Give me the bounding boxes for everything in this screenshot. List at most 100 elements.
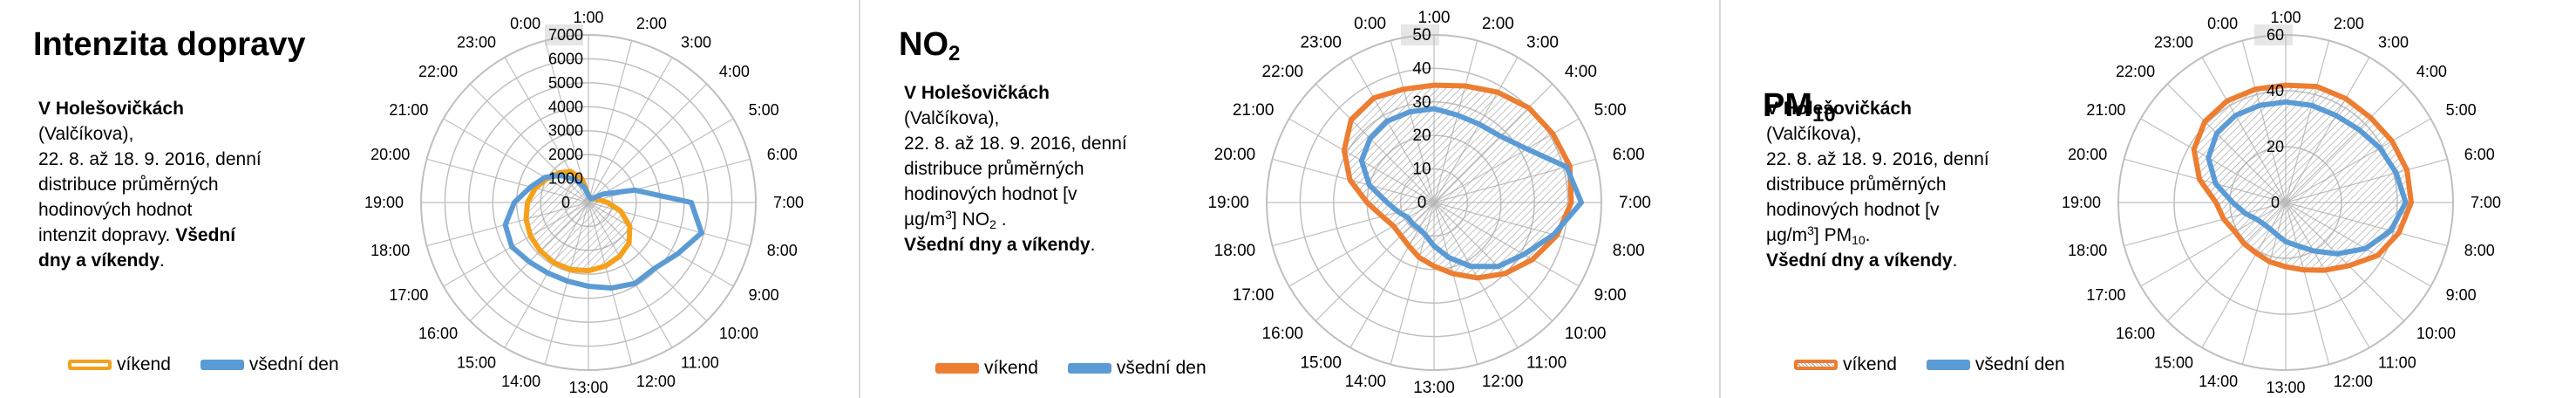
category-label: 0:00 xyxy=(1354,15,1386,33)
data-point xyxy=(560,174,563,177)
radar-chart-pm10: 0 20 40 601:00 2:00 3:00 4:00 5:00 6:00 7:00 8:00 9… xyxy=(2062,9,2501,396)
data-point xyxy=(690,201,693,204)
category-label: 12:00 xyxy=(1482,373,1524,391)
category-label: 14:00 xyxy=(1345,373,1387,391)
category-label: 1:00 xyxy=(1418,9,1451,27)
series-weekday xyxy=(1358,106,1584,270)
category-label: 22:00 xyxy=(2116,63,2155,80)
chart-description: V Holešovičkách (Valčíkova), 22. 8. až 1… xyxy=(904,83,1127,255)
data-point xyxy=(2233,230,2237,234)
chart-description: V Holešovičkách (Valčíkova), 22. 8. až 1… xyxy=(38,99,262,271)
category-label: 22:00 xyxy=(1262,63,1304,81)
category-label: 15:00 xyxy=(2154,354,2193,372)
series-weekday xyxy=(2206,99,2409,257)
data-point xyxy=(587,194,590,197)
data-point xyxy=(1531,257,1534,261)
data-point xyxy=(1432,84,1436,87)
category-label: 7:00 xyxy=(2471,194,2501,211)
data-point xyxy=(2315,85,2319,88)
data-point xyxy=(1580,201,1583,204)
data-point xyxy=(582,186,586,189)
data-point xyxy=(1368,183,1371,187)
data-point xyxy=(2284,265,2287,269)
category-label: 4:00 xyxy=(1565,63,1597,81)
tick-label: 40 xyxy=(1412,59,1431,78)
category-label: 15:00 xyxy=(457,354,496,372)
data-point xyxy=(2284,240,2287,244)
category-label: 16:00 xyxy=(1262,325,1304,343)
category-label: 0:00 xyxy=(2207,15,2238,32)
legend-swatch-weekend xyxy=(1794,360,1838,370)
category-label: 11:00 xyxy=(2378,354,2416,372)
tick-label: 30 xyxy=(1412,93,1431,112)
legend-swatch-weekday xyxy=(1067,363,1111,374)
data-point xyxy=(1456,113,1459,117)
data-point xyxy=(2295,244,2299,247)
category-label: 8:00 xyxy=(2464,242,2495,259)
data-point xyxy=(2284,84,2287,87)
tick-label: 10 xyxy=(1412,161,1431,179)
legend-swatch-weekend xyxy=(935,363,979,374)
category-label: 17:00 xyxy=(389,286,428,304)
data-point xyxy=(534,187,537,190)
category-label: 2:00 xyxy=(1482,15,1514,33)
data-point xyxy=(2390,140,2394,143)
data-point xyxy=(2409,201,2413,204)
data-point xyxy=(1397,210,1400,214)
category-label: 3:00 xyxy=(1526,33,1559,51)
data-point xyxy=(2284,100,2287,104)
category-label: 8:00 xyxy=(1613,242,1645,260)
chart-legend: víkend všední den xyxy=(1794,354,2095,375)
category-label: 13:00 xyxy=(568,379,608,396)
data-point xyxy=(700,231,703,235)
data-point xyxy=(602,192,605,196)
data-point xyxy=(1496,91,1499,94)
category-label: 8:00 xyxy=(767,242,798,259)
tick-label: 20 xyxy=(2267,138,2284,155)
data-point xyxy=(1525,148,1528,151)
tick-label: 40 xyxy=(2267,82,2284,100)
data-point xyxy=(2363,247,2367,250)
data-point xyxy=(568,268,572,271)
chart-title: NO2 xyxy=(899,26,961,65)
category-label: 9:00 xyxy=(2446,286,2477,304)
category-label: 2:00 xyxy=(2334,15,2364,32)
chart-legend: víkend všední den xyxy=(68,354,369,375)
data-point xyxy=(2262,223,2266,226)
category-label: 15:00 xyxy=(1300,354,1342,373)
category-label: 10:00 xyxy=(1565,325,1607,343)
data-point xyxy=(526,201,529,204)
category-label: 2:00 xyxy=(636,15,667,32)
data-point xyxy=(2233,113,2237,117)
data-point xyxy=(1417,256,1421,259)
data-point xyxy=(539,249,542,252)
data-point xyxy=(2226,100,2229,103)
data-point xyxy=(606,201,609,204)
data-point xyxy=(2198,177,2201,181)
tick-label: 1000 xyxy=(548,170,583,188)
category-label: 19:00 xyxy=(364,194,404,211)
tick-label: 5000 xyxy=(548,74,583,92)
data-point xyxy=(2255,217,2259,221)
data-point xyxy=(2222,217,2226,221)
data-point xyxy=(2242,243,2246,246)
legend-item-weekend: víkend xyxy=(1794,354,1897,375)
data-point xyxy=(1408,110,1411,113)
data-point xyxy=(2258,104,2261,107)
data-point xyxy=(1369,137,1372,141)
panel-no2: NO2 V Holešovičkách (Valčíkova), 22. 8. … xyxy=(860,0,1719,398)
data-point xyxy=(2375,254,2379,257)
chart-legend: víkend všední den xyxy=(935,358,1236,379)
data-point xyxy=(1385,120,1389,123)
data-point xyxy=(2268,227,2272,230)
data-point xyxy=(2369,116,2372,120)
data-point xyxy=(1381,215,1384,218)
data-point xyxy=(1552,233,1555,237)
spoke-line xyxy=(588,83,708,203)
series-area-weekend xyxy=(526,171,630,271)
data-point xyxy=(524,217,527,221)
category-label: 17:00 xyxy=(2086,286,2125,304)
data-point xyxy=(2357,127,2361,131)
category-label: 21:00 xyxy=(1233,101,1274,120)
data-point xyxy=(1476,276,1479,279)
